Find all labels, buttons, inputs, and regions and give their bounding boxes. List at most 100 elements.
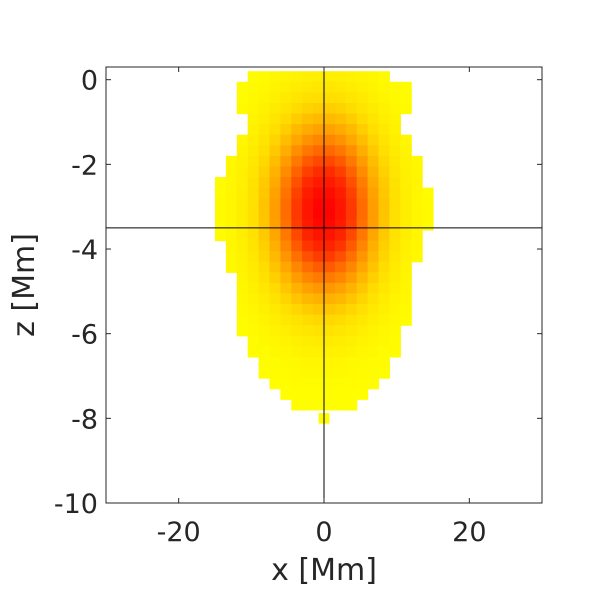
heatmap-cell xyxy=(324,261,336,273)
heatmap-cell xyxy=(367,187,380,199)
heatmap-cell xyxy=(367,102,380,115)
heatmap-cell xyxy=(236,92,249,104)
heatmap-cell xyxy=(247,261,260,273)
heatmap-cell xyxy=(236,177,249,189)
heatmap-cell xyxy=(411,155,423,168)
heatmap-cell xyxy=(324,145,336,157)
heatmap-cell xyxy=(345,304,358,316)
heatmap-cell xyxy=(356,356,369,369)
heatmap-cell xyxy=(247,282,260,295)
heatmap-cell xyxy=(389,346,401,358)
heatmap-cell xyxy=(400,251,412,263)
heatmap-cell xyxy=(225,240,238,252)
heatmap-cell xyxy=(258,187,271,199)
heatmap-cell xyxy=(324,367,336,379)
heatmap-cell xyxy=(291,102,303,115)
heatmap-cell xyxy=(302,356,314,369)
heatmap-cell xyxy=(269,145,281,157)
heatmap-cell xyxy=(313,134,325,146)
heatmap-cell xyxy=(422,219,434,231)
heatmap-cell xyxy=(302,293,314,305)
heatmap-cell xyxy=(302,272,314,284)
heatmap-cell xyxy=(367,113,380,125)
heatmap-cell xyxy=(378,282,390,295)
heatmap-cell xyxy=(345,240,358,252)
heatmap-cell xyxy=(236,240,249,252)
heatmap-cell xyxy=(389,81,401,93)
heatmap-cell xyxy=(225,208,238,220)
heatmap-cell xyxy=(389,240,401,252)
heatmap-cell xyxy=(302,399,314,411)
heatmap-cell xyxy=(378,367,390,379)
heatmap-cell xyxy=(324,325,336,337)
heatmap-cell xyxy=(356,166,369,178)
heatmap-cell xyxy=(345,335,358,347)
heatmap-cell xyxy=(378,356,390,369)
heatmap-cell xyxy=(324,282,336,295)
heatmap-cell xyxy=(356,145,369,157)
heatmap-cell xyxy=(247,113,260,125)
heatmap-cell xyxy=(367,335,380,347)
heatmap-cell xyxy=(280,208,292,220)
heatmap-cell xyxy=(411,166,423,178)
heatmap-cell xyxy=(345,166,358,178)
heatmap-cell xyxy=(334,304,347,316)
heatmap-cell xyxy=(356,304,369,316)
heatmap-cell xyxy=(367,251,380,263)
heatmap-cell xyxy=(269,219,281,231)
heatmap-cell xyxy=(291,187,303,199)
heatmap-cell xyxy=(302,251,314,263)
heatmap-cell xyxy=(389,145,401,157)
heatmap-cell xyxy=(345,399,358,411)
heatmap-cell xyxy=(302,187,314,199)
heatmap-cell xyxy=(280,102,292,115)
heatmap-cell xyxy=(345,261,358,273)
heatmap-cell xyxy=(313,293,325,305)
heatmap-cell xyxy=(378,240,390,252)
heatmap-cell xyxy=(280,346,292,358)
heatmap-cell xyxy=(247,155,260,168)
heatmap-cell xyxy=(389,251,401,263)
heatmap-cell xyxy=(291,92,303,104)
heatmap-cell xyxy=(302,367,314,379)
heatmap-cell xyxy=(324,208,336,220)
heatmap-cell xyxy=(378,134,390,146)
heatmap-cell xyxy=(258,134,271,146)
heatmap-cell xyxy=(378,124,390,136)
heatmap-cell xyxy=(367,229,380,242)
heatmap-cell xyxy=(367,134,380,146)
heatmap-cell xyxy=(356,198,369,210)
heatmap-cell xyxy=(378,229,390,242)
heatmap-cell xyxy=(258,71,271,83)
heatmap-cell xyxy=(378,113,390,125)
heatmap-cell xyxy=(345,208,358,220)
heatmap-cell xyxy=(367,145,380,157)
heatmap-cell xyxy=(400,145,412,157)
heatmap-cell xyxy=(215,219,227,231)
heatmap-cell xyxy=(291,134,303,146)
heatmap-cell xyxy=(400,177,412,189)
heatmap-cell xyxy=(411,219,423,231)
heatmap-cell xyxy=(313,335,325,347)
heatmap-cell xyxy=(324,240,336,252)
heatmap-cell xyxy=(291,388,303,400)
heatmap-cell xyxy=(389,166,401,178)
heatmap-cell xyxy=(389,134,401,146)
heatmap-cell xyxy=(258,124,271,136)
heatmap-cell xyxy=(269,124,281,136)
heatmap-cell xyxy=(236,293,249,305)
heatmap-cell xyxy=(378,251,390,263)
heatmap-cell xyxy=(291,145,303,157)
heatmap-cell xyxy=(389,124,401,136)
heatmap-cell xyxy=(313,367,325,379)
heatmap-cell xyxy=(367,208,380,220)
heatmap-cell xyxy=(236,229,249,242)
heatmap-cell xyxy=(280,367,292,379)
heatmap-cell xyxy=(302,282,314,295)
heatmap-cell xyxy=(389,155,401,168)
heatmap-cell xyxy=(378,177,390,189)
heatmap-cell xyxy=(324,198,336,210)
heatmap-cell xyxy=(378,92,390,104)
heatmap-cell xyxy=(313,208,325,220)
heatmap-cell xyxy=(334,134,347,146)
